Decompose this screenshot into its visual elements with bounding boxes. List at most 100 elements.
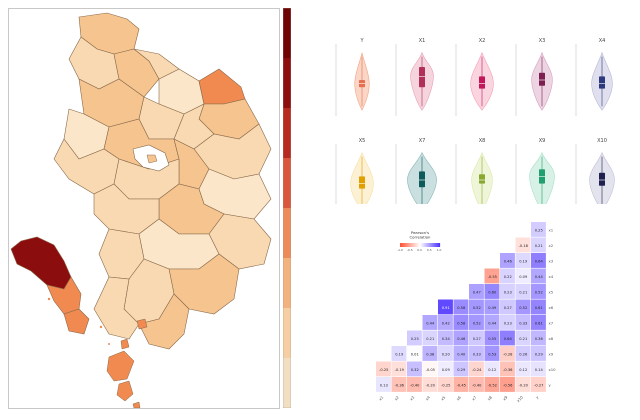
heatmap-cell-rect <box>515 346 531 361</box>
heatmap-cell: 0.46 <box>453 330 469 346</box>
heatmap-legend-swatch <box>413 243 415 247</box>
heatmap-cell-rect <box>515 299 531 315</box>
heatmap-cell-value: 0.49 <box>488 306 497 310</box>
heatmap-legend-swatch <box>412 243 414 247</box>
heatmap-cell-value: -0.36 <box>395 383 405 387</box>
heatmap-cell: 0.42 <box>438 315 453 330</box>
heatmap-cell-value: 0.46 <box>457 337 466 341</box>
heatmap-legend-swatch <box>407 243 409 247</box>
heatmap-cell-value: 0.53 <box>488 352 496 356</box>
heatmap-cell-rect <box>407 330 422 346</box>
heatmap-cell-rect <box>469 346 484 361</box>
heatmap-cell: 0.61 <box>531 315 546 330</box>
heatmap-cell-rect <box>500 346 515 361</box>
heatmap-cell-rect <box>515 361 531 377</box>
heatmap-cell-rect <box>500 284 515 299</box>
heatmap-cell-rect <box>453 330 469 346</box>
heatmap-cell-value: 0.12 <box>519 368 527 372</box>
heatmap-cell: 0.29 <box>531 346 546 361</box>
violin-panel-x9: X9 <box>515 138 555 204</box>
heatmap-cell-rect <box>531 299 546 315</box>
choropleth-map <box>8 8 280 409</box>
heatmap-cell-value: -0.20 <box>519 383 529 387</box>
heatmap-cell-value: 0.33 <box>473 352 481 356</box>
heatmap-cell-rect <box>453 315 469 330</box>
heatmap-legend-swatch <box>400 243 402 247</box>
heatmap-legend-swatch <box>431 243 433 247</box>
heatmap-cell-value: 0.44 <box>535 275 544 279</box>
island-1 <box>106 350 135 382</box>
heatmap-cell: 0.32 <box>407 361 422 377</box>
violin-box <box>359 176 365 189</box>
heatmap-cell-rect <box>500 253 515 268</box>
colorbar-segment <box>283 308 291 359</box>
heatmap-cell: 0.58 <box>453 315 469 330</box>
heatmap-legend-swatch <box>427 243 429 247</box>
heatmap-cell-rect <box>500 377 515 392</box>
violin-box <box>479 76 485 89</box>
heatmap-legend-tick: 0.0 <box>417 248 422 252</box>
heatmap-col-label: x9 <box>502 394 509 401</box>
heatmap-cell-value: 0.14 <box>535 368 544 372</box>
region-coast-orange-2 <box>63 308 90 335</box>
heatmap-row-label: x1 <box>549 227 554 232</box>
heatmap-cell: 0.21 <box>531 237 546 253</box>
violin-box <box>539 72 545 86</box>
heatmap-cell-rect <box>515 237 531 253</box>
heatmap-cell-rect <box>500 315 515 330</box>
region-ne-1 <box>198 68 246 105</box>
heatmap-legend-title: Correlation <box>410 235 432 240</box>
heatmap-row-label: x3 <box>549 258 554 263</box>
heatmap-cell: -0.36 <box>391 377 407 392</box>
heatmap-cell: 0.27 <box>500 299 515 315</box>
heatmap-cell-value: -0.28 <box>503 352 513 356</box>
colorbar-segment <box>283 8 291 59</box>
violin-panel-x4: X4 <box>575 38 613 116</box>
violin-panel-x7: X7 <box>395 138 437 204</box>
heatmap-cell: -0.19 <box>391 361 407 377</box>
heatmap-legend-swatch <box>428 243 430 247</box>
heatmap-cell-value: 0.01 <box>411 352 419 356</box>
islet <box>99 325 103 329</box>
heatmap-cell-value: 0.61 <box>535 306 543 310</box>
heatmap-row-label: x4 <box>549 274 554 279</box>
heatmap-cell-value: 0.52 <box>473 306 481 310</box>
heatmap-cell-value: 0.58 <box>457 321 466 325</box>
heatmap-cell-rect <box>515 330 531 346</box>
heatmap-row-label: x2 <box>549 243 554 248</box>
heatmap-cell-rect <box>484 330 500 346</box>
heatmap-cell-rect <box>469 299 484 315</box>
heatmap-cell-value: 0.55 <box>488 337 496 341</box>
heatmap-cell-rect <box>407 346 422 361</box>
heatmap-legend-title: Pearson's <box>411 230 429 235</box>
colorbar-segment <box>283 258 291 309</box>
heatmap-cell-value: 0.21 <box>519 337 527 341</box>
colorbar-segment <box>283 358 291 408</box>
heatmap-legend-swatch <box>424 243 426 247</box>
heatmap-legend-swatch <box>406 243 408 247</box>
heatmap-cell: -0.20 <box>422 377 438 392</box>
heatmap-cell-value: 0.21 <box>519 290 527 294</box>
island-2 <box>116 380 134 402</box>
heatmap-cell: 0.23 <box>500 284 515 299</box>
islet <box>108 343 110 345</box>
heatmap-legend-swatch <box>403 243 405 247</box>
heatmap-cell-rect <box>469 377 484 392</box>
heatmap-cell-value: 0.13 <box>380 383 388 387</box>
heatmap-legend-swatch <box>417 243 419 247</box>
heatmap-row-label: x7 <box>549 320 554 325</box>
heatmap-cell: -0.05 <box>422 361 438 377</box>
heatmap-cell-value: -0.40 <box>410 383 420 387</box>
colorbar-segment <box>283 158 291 209</box>
lake-island <box>146 154 158 164</box>
heatmap-cell-value: 0.09 <box>442 368 451 372</box>
region-north-4 <box>133 48 180 80</box>
heatmap-row-label: x9 <box>549 351 554 356</box>
violin-title: Y <box>359 38 364 44</box>
heatmap-row-label: x6 <box>549 305 554 310</box>
heatmap-cell-value: 0.47 <box>473 290 481 294</box>
heatmap-cell: -0.45 <box>453 377 469 392</box>
heatmap-cell-rect <box>453 361 469 377</box>
violin-grid: Y X1 X2 X3 X4 X5 X7 X8 X9 X10 <box>335 38 615 204</box>
violin-title: X3 <box>539 38 546 44</box>
